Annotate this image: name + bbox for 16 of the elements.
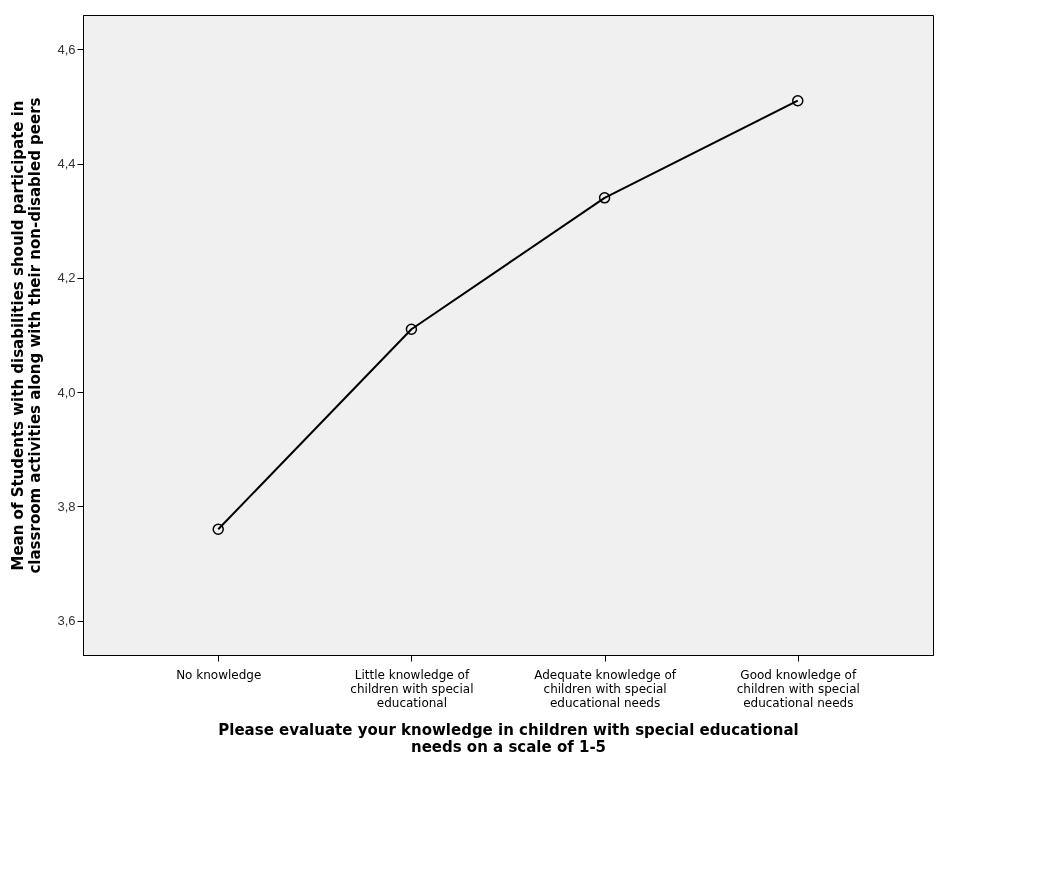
y-tick-label: 3,6 <box>57 613 76 629</box>
y-axis-title: Mean of Students with disabilities should participate in classroom activities along with their non-disabled peers <box>9 97 45 574</box>
point <box>212 523 224 536</box>
x-axis-title: Please evaluate your knowledge in children with special educational needs on a scale of 1-5 <box>218 720 799 756</box>
y-tick-label: 4,2 <box>57 270 76 286</box>
y-tick-label: 4,6 <box>57 41 76 57</box>
x-tick-label: Little knowledge of children with special educational <box>350 667 474 710</box>
x-tick-label: Good knowledge of children with special educational needs <box>736 667 860 710</box>
point <box>792 94 804 107</box>
y-tick-label: 3,8 <box>57 498 76 514</box>
point <box>598 192 611 204</box>
point <box>405 323 418 336</box>
y-tick-label: 4,4 <box>57 156 76 172</box>
x-tick-label: Adequate knowledge of children with special educational needs <box>534 667 677 710</box>
y-tick-label: 4,0 <box>57 384 76 400</box>
x-tick-label: No knowledge <box>176 667 262 682</box>
